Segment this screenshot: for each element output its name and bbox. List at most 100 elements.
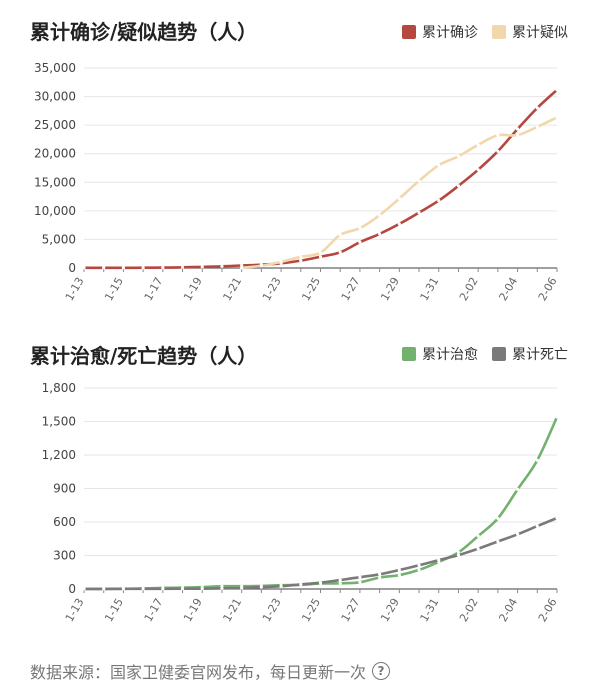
data-point[interactable]: [496, 133, 500, 137]
data-point[interactable]: [476, 168, 480, 172]
data-point[interactable]: [279, 260, 283, 264]
y-tick-label: 1,500: [42, 415, 76, 429]
data-point[interactable]: [318, 581, 323, 585]
data-point[interactable]: [141, 266, 145, 270]
x-tick-label: 1-17: [142, 596, 166, 624]
data-point[interactable]: [180, 587, 185, 591]
x-tick-label: 2-02: [457, 596, 481, 624]
data-point[interactable]: [555, 88, 559, 92]
data-point[interactable]: [476, 547, 480, 551]
data-point[interactable]: [397, 222, 401, 226]
data-point[interactable]: [279, 584, 283, 588]
data-point[interactable]: [417, 563, 421, 567]
data-point[interactable]: [437, 199, 441, 203]
data-point[interactable]: [240, 263, 244, 268]
data-point[interactable]: [378, 213, 382, 217]
data-point[interactable]: [515, 532, 520, 536]
data-point[interactable]: [378, 572, 382, 576]
data-point[interactable]: [515, 127, 520, 131]
data-point[interactable]: [299, 259, 303, 263]
x-tick-label: 2-04: [496, 275, 520, 303]
data-point[interactable]: [456, 184, 461, 188]
data-point[interactable]: [318, 251, 323, 255]
x-tick-label: 1-29: [378, 275, 402, 303]
x-tick-label: 1-25: [299, 596, 323, 624]
data-point[interactable]: [161, 587, 165, 591]
data-point[interactable]: [437, 163, 441, 167]
chart-confirmed-suspected: 累计确诊/疑似趋势（人） 累计确诊 累计疑似 0 5,000 10,000 15,00…: [0, 0, 600, 320]
data-point[interactable]: [102, 266, 106, 270]
legend-item-confirmed[interactable]: 累计确诊: [402, 22, 478, 42]
data-point[interactable]: [555, 115, 559, 119]
data-point[interactable]: [555, 516, 559, 520]
data-point[interactable]: [102, 587, 106, 591]
data-point[interactable]: [318, 255, 323, 259]
data-point[interactable]: [476, 534, 480, 538]
data-point[interactable]: [456, 553, 461, 557]
data-point[interactable]: [535, 458, 539, 462]
data-point[interactable]: [121, 266, 126, 270]
y-tick-label: 900: [53, 482, 76, 496]
x-tick-label: 1-21: [221, 596, 245, 624]
y-tick-label: 1,200: [42, 448, 76, 462]
data-point[interactable]: [397, 573, 401, 577]
data-point[interactable]: [378, 232, 382, 236]
data-point[interactable]: [417, 568, 421, 572]
data-point[interactable]: [535, 125, 539, 129]
data-point[interactable]: [417, 179, 421, 183]
data-point[interactable]: [358, 226, 362, 230]
data-point[interactable]: [240, 266, 244, 270]
data-point[interactable]: [259, 264, 263, 268]
y-tick-label: 30,000: [34, 90, 76, 104]
data-point[interactable]: [555, 415, 559, 419]
data-point[interactable]: [535, 106, 539, 110]
data-point[interactable]: [496, 516, 500, 521]
x-tick-label: 1-13: [63, 275, 87, 303]
data-point[interactable]: [180, 265, 185, 269]
data-point[interactable]: [220, 586, 224, 590]
data-point[interactable]: [476, 143, 480, 147]
data-point[interactable]: [397, 568, 401, 572]
data-point[interactable]: [141, 587, 145, 591]
data-point[interactable]: [338, 581, 342, 585]
x-tick-label: 1-25: [299, 275, 323, 303]
data-point[interactable]: [338, 233, 342, 237]
data-point[interactable]: [378, 575, 382, 580]
legend-item-recovered[interactable]: 累计治愈: [402, 344, 478, 364]
data-point[interactable]: [299, 582, 303, 587]
chart-title: 累计治愈/死亡趋势（人）: [30, 344, 258, 368]
data-point[interactable]: [200, 587, 204, 591]
data-point[interactable]: [121, 587, 126, 591]
data-point[interactable]: [456, 154, 461, 158]
data-point[interactable]: [240, 586, 244, 590]
data-point[interactable]: [358, 575, 362, 579]
data-point[interactable]: [338, 250, 342, 254]
data-point[interactable]: [82, 266, 86, 270]
data-point[interactable]: [496, 539, 500, 544]
data-point[interactable]: [259, 585, 263, 589]
data-point[interactable]: [82, 587, 86, 591]
data-point[interactable]: [299, 255, 303, 259]
legend-item-deaths[interactable]: 累计死亡: [492, 344, 568, 364]
legend-item-suspected[interactable]: 累计疑似: [492, 22, 568, 42]
data-point[interactable]: [200, 265, 204, 269]
data-point[interactable]: [220, 264, 224, 268]
help-icon[interactable]: ?: [372, 662, 391, 680]
data-point[interactable]: [397, 196, 401, 201]
data-point[interactable]: [338, 578, 342, 582]
data-point[interactable]: [161, 266, 165, 270]
x-tick-label: 2-02: [457, 275, 481, 303]
data-point[interactable]: [417, 211, 421, 215]
data-point[interactable]: [515, 133, 520, 137]
data-point[interactable]: [358, 580, 362, 584]
data-point[interactable]: [535, 524, 539, 528]
y-tick-label: 1,800: [42, 381, 76, 395]
data-point[interactable]: [437, 558, 441, 562]
data-point[interactable]: [496, 149, 500, 153]
legend: 累计治愈 累计死亡: [402, 344, 568, 364]
data-point[interactable]: [515, 487, 520, 491]
data-point[interactable]: [358, 240, 362, 244]
legend-label: 累计治愈: [422, 347, 478, 363]
x-tick-label: 1-23: [260, 596, 284, 624]
data-point[interactable]: [456, 550, 461, 554]
